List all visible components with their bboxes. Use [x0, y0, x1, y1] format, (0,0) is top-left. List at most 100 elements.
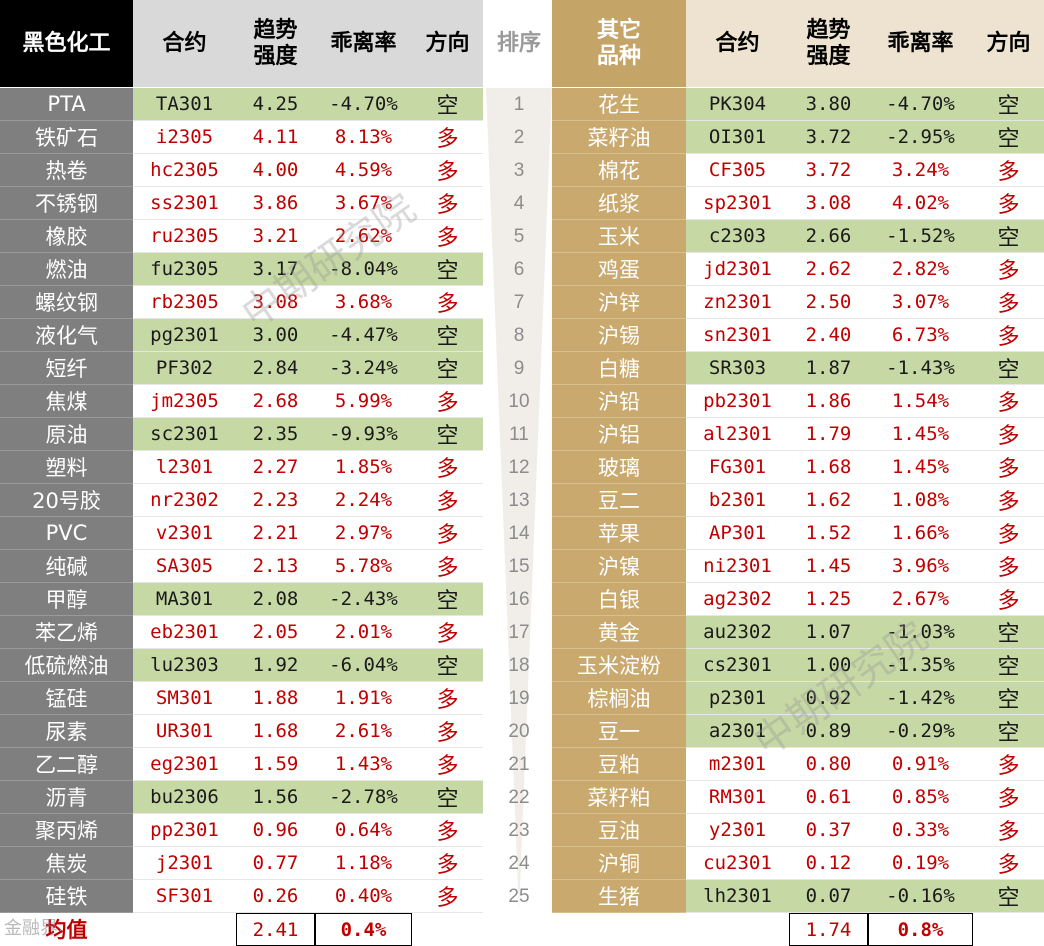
- rank-number: 25: [508, 885, 530, 907]
- left-group-header: 黑色化工: [0, 0, 133, 87]
- left-row-strength: 0.77: [236, 847, 315, 880]
- left-row-direction: 多: [412, 154, 483, 187]
- left-row-contract: eb2301: [133, 616, 236, 649]
- left-row-deviation: -2.43%: [315, 583, 412, 616]
- right-group-header: 其它 品种: [552, 0, 686, 87]
- right-row-name: 白糖: [552, 352, 686, 385]
- left-row-name: 甲醇: [0, 583, 133, 616]
- right-row-contract: AP301: [686, 517, 789, 550]
- right-average-deviation: 0.8%: [868, 913, 973, 946]
- right-row-strength: 2.40: [789, 319, 868, 352]
- left-row-contract: ru2305: [133, 220, 236, 253]
- right-row-direction: 多: [973, 286, 1044, 319]
- right-average-strength: 1.74: [789, 913, 868, 946]
- left-row-contract: fu2305: [133, 253, 236, 286]
- right-row-name: 沪铝: [552, 418, 686, 451]
- right-row-strength: 2.50: [789, 286, 868, 319]
- right-row-name: 白银: [552, 583, 686, 616]
- right-row-strength: 1.62: [789, 484, 868, 517]
- right-row-strength: 2.62: [789, 253, 868, 286]
- right-row-deviation: -4.70%: [868, 88, 973, 121]
- left-row-strength: 1.59: [236, 748, 315, 781]
- left-row-contract: MA301: [133, 583, 236, 616]
- left-row-name: 液化气: [0, 319, 133, 352]
- left-row-name: 沥青: [0, 781, 133, 814]
- left-row-direction: 多: [412, 451, 483, 484]
- left-row-strength: 2.84: [236, 352, 315, 385]
- right-row-name: 菜籽油: [552, 121, 686, 154]
- left-row-name: 橡胶: [0, 220, 133, 253]
- right-row-name: 苹果: [552, 517, 686, 550]
- right-row-strength: 1.52: [789, 517, 868, 550]
- left-row-name: 塑料: [0, 451, 133, 484]
- right-row-deviation: -2.95%: [868, 121, 973, 154]
- right-row-deviation: 0.19%: [868, 847, 973, 880]
- right-row-direction: 多: [973, 484, 1044, 517]
- rank-number: 24: [508, 852, 530, 874]
- right-row-strength: 0.12: [789, 847, 868, 880]
- right-row-contract: CF305: [686, 154, 789, 187]
- left-row-strength: 2.68: [236, 385, 315, 418]
- left-strength-header-line: 趋势: [253, 17, 298, 43]
- right-row-direction: 空: [973, 121, 1044, 154]
- left-row-contract: lu2303: [133, 649, 236, 682]
- left-row-direction: 空: [412, 781, 483, 814]
- left-row-name: 硅铁: [0, 880, 133, 913]
- right-row-strength: 2.66: [789, 220, 868, 253]
- left-row-name: 低硫燃油: [0, 649, 133, 682]
- rank-number: 11: [509, 423, 529, 445]
- rank-number: 22: [508, 786, 530, 808]
- left-row-name: 焦煤: [0, 385, 133, 418]
- right-row-contract: PK304: [686, 88, 789, 121]
- rank-header: 排序: [486, 0, 552, 87]
- left-row-strength: 3.08: [236, 286, 315, 319]
- left-row-strength: 2.23: [236, 484, 315, 517]
- right-row-contract: lh2301: [686, 880, 789, 913]
- left-deviation-header: 乖离率: [315, 0, 412, 87]
- left-row-deviation: 2.24%: [315, 484, 412, 517]
- right-row-deviation: 1.66%: [868, 517, 973, 550]
- right-row-deviation: 1.08%: [868, 484, 973, 517]
- left-row-deviation: 0.64%: [315, 814, 412, 847]
- left-row-name: 热卷: [0, 154, 133, 187]
- right-row-deviation: 3.96%: [868, 550, 973, 583]
- left-row-deviation: 3.67%: [315, 187, 412, 220]
- right-group-header-line: 品种: [596, 43, 641, 69]
- left-row-strength: 3.17: [236, 253, 315, 286]
- left-row-name: 焦炭: [0, 847, 133, 880]
- left-row-name: 乙二醇: [0, 748, 133, 781]
- right-row-deviation: 3.07%: [868, 286, 973, 319]
- right-row-deviation: 6.73%: [868, 319, 973, 352]
- left-average-deviation: 0.4%: [315, 913, 412, 946]
- left-row-deviation: 3.68%: [315, 286, 412, 319]
- left-row-deviation: 1.43%: [315, 748, 412, 781]
- left-row-direction: 多: [412, 484, 483, 517]
- left-row-direction: 多: [412, 121, 483, 154]
- logo-watermark: 金融界: [4, 918, 58, 939]
- left-row-direction: 多: [412, 715, 483, 748]
- right-row-contract: b2301: [686, 484, 789, 517]
- left-average-strength: 2.41: [236, 913, 315, 946]
- left-row-direction: 多: [412, 286, 483, 319]
- right-row-direction: 空: [973, 715, 1044, 748]
- left-strength-header: 趋势 强度: [236, 0, 315, 87]
- right-row-name: 豆油: [552, 814, 686, 847]
- right-row-direction: 空: [973, 220, 1044, 253]
- left-row-contract: i2305: [133, 121, 236, 154]
- right-row-deviation: 2.67%: [868, 583, 973, 616]
- left-row-strength: 2.05: [236, 616, 315, 649]
- left-row-contract: UR301: [133, 715, 236, 748]
- left-row-deviation: 1.91%: [315, 682, 412, 715]
- right-row-name: 豆粕: [552, 748, 686, 781]
- left-row-name: 不锈钢: [0, 187, 133, 220]
- left-row-deviation: 1.18%: [315, 847, 412, 880]
- left-row-contract: bu2306: [133, 781, 236, 814]
- right-row-direction: 多: [973, 781, 1044, 814]
- right-row-contract: ni2301: [686, 550, 789, 583]
- right-row-deviation: -1.42%: [868, 682, 973, 715]
- rank-number: 1: [513, 93, 525, 115]
- right-row-strength: 3.80: [789, 88, 868, 121]
- left-row-deviation: 2.97%: [315, 517, 412, 550]
- left-row-contract: nr2302: [133, 484, 236, 517]
- left-row-direction: 多: [412, 220, 483, 253]
